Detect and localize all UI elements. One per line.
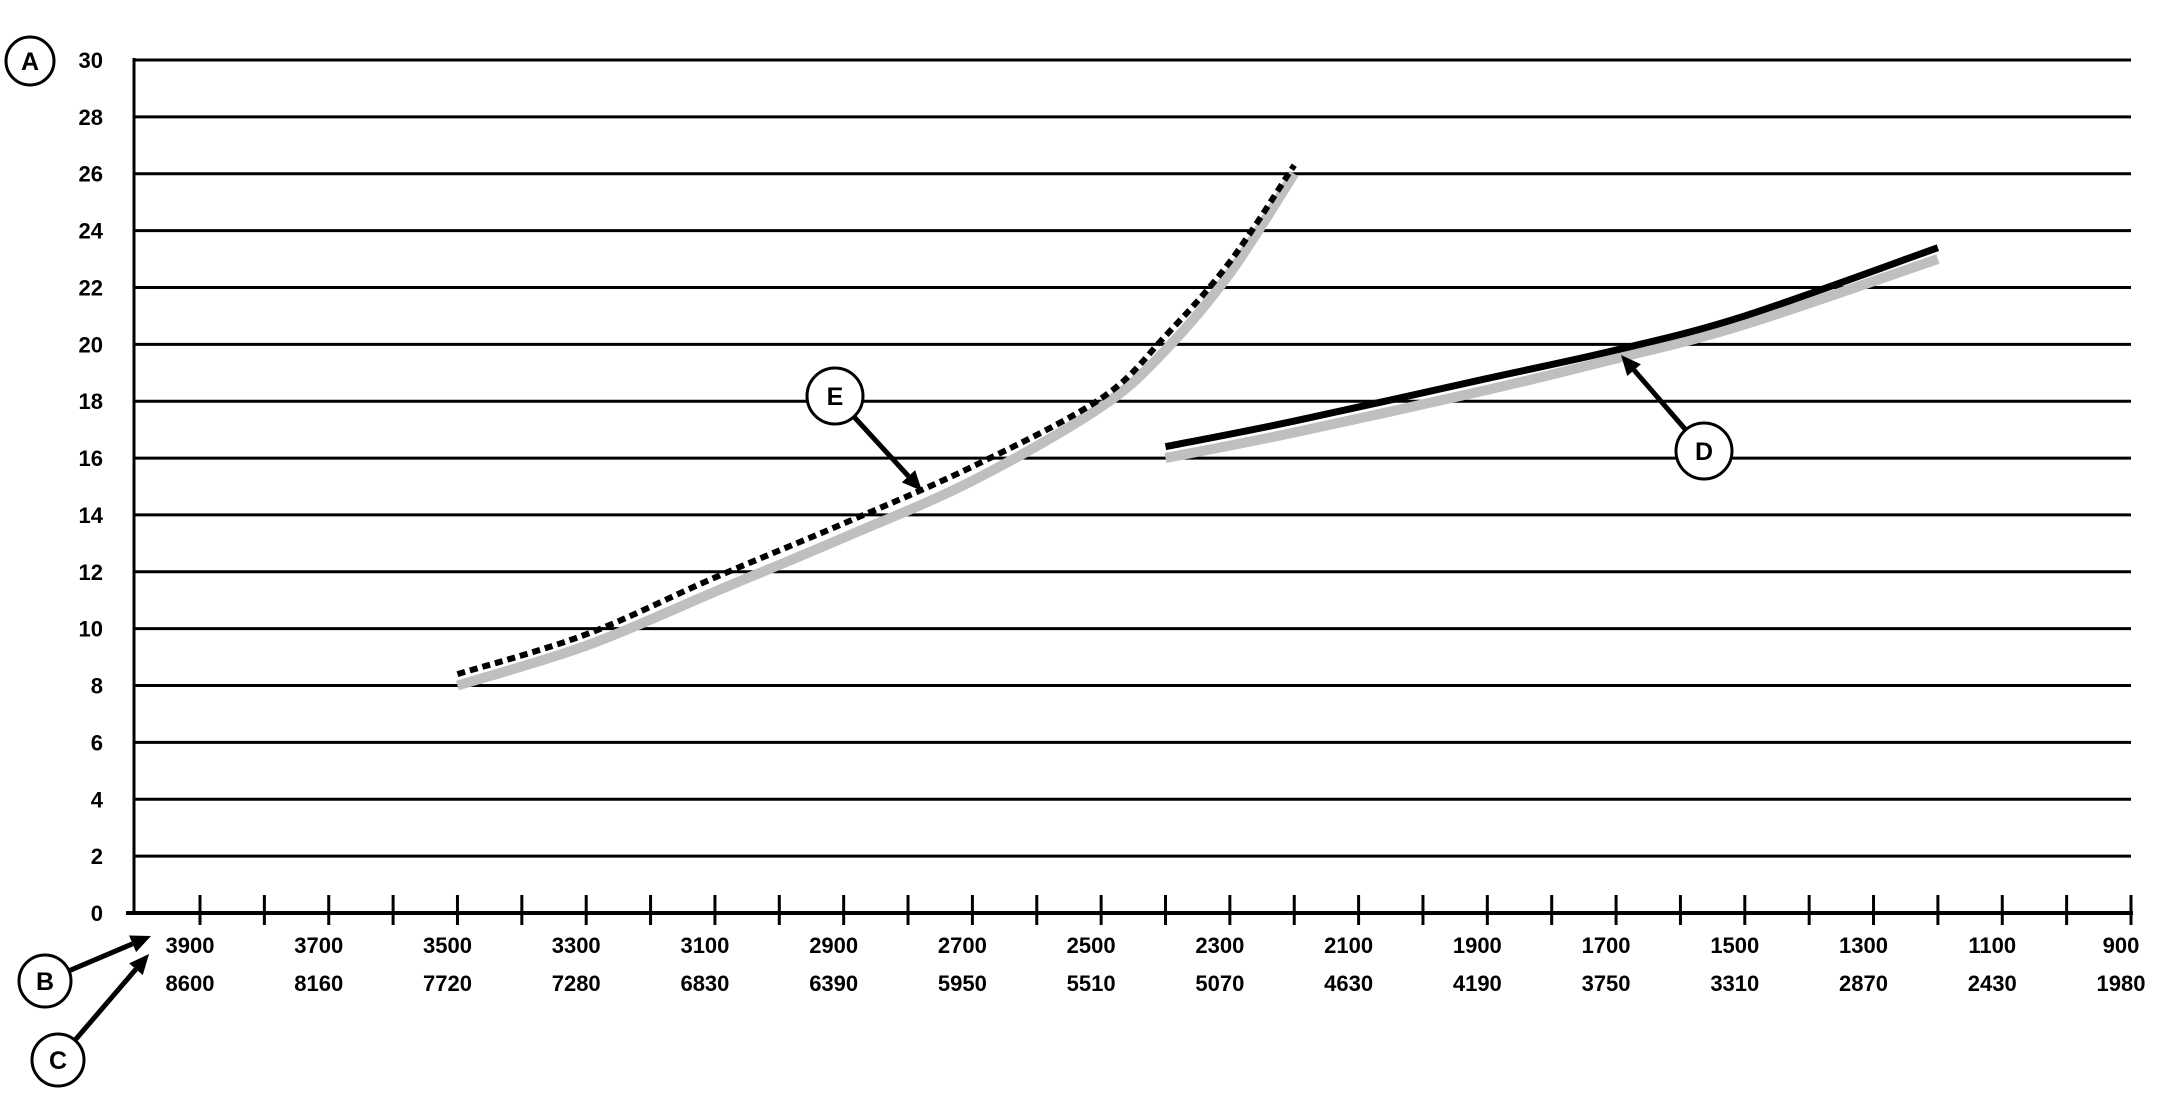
y-tick-label: 18 (79, 389, 103, 414)
x-tick-label-secondary: 5950 (938, 971, 987, 996)
x-tick-label-primary: 3900 (166, 933, 215, 958)
y-tick-label: 16 (79, 446, 103, 471)
axes (126, 58, 2133, 925)
y-tick-label: 8 (91, 674, 103, 699)
x-tick-label-primary: 3700 (294, 933, 343, 958)
x-tick-label-secondary: 4630 (1324, 971, 1373, 996)
y-tick-label: 26 (79, 162, 103, 187)
y-tick-label: 0 (91, 901, 103, 926)
x-tick-label-secondary: 6830 (680, 971, 729, 996)
x-tick-label-secondary: 4190 (1453, 971, 1502, 996)
x-tick-label-secondary: 6390 (809, 971, 858, 996)
x-tick-label-primary: 900 (2103, 933, 2140, 958)
y-tick-label: 10 (79, 617, 103, 642)
x-tick-label-primary: 2500 (1067, 933, 1116, 958)
x-tick-label-secondary: 3750 (1582, 971, 1631, 996)
x-tick-label-primary: 2300 (1195, 933, 1244, 958)
x-tick-label-primary: 2900 (809, 933, 858, 958)
x-tick-label-secondary: 2430 (1968, 971, 2017, 996)
x-tick-label-secondary: 8160 (294, 971, 343, 996)
y-tick-label: 2 (91, 844, 103, 869)
x-tick-label-primary: 3100 (680, 933, 729, 958)
x-tick-label-secondary: 7280 (552, 971, 601, 996)
callout-arrowhead (129, 954, 149, 976)
x-tick-label-primary: 1100 (1968, 933, 2016, 958)
x-tick-label-primary: 1500 (1710, 933, 1759, 958)
x-tick-label-primary: 1300 (1839, 933, 1888, 958)
y-tick-label: 22 (79, 275, 103, 300)
callout-label: D (1695, 438, 1713, 466)
callout-circle-a (4, 35, 56, 87)
x-tick-label-primary: 2700 (938, 933, 987, 958)
y-tick-label: 24 (79, 219, 104, 244)
y-tick-label: 30 (79, 48, 103, 73)
callout-arrow (852, 414, 911, 478)
y-tick-label: 4 (91, 787, 104, 812)
x-tick-label-primary: 3300 (552, 933, 601, 958)
callout-arrowhead (901, 470, 922, 491)
x-tick-label-secondary: 5070 (1195, 971, 1244, 996)
x-tick-label-primary: 3500 (423, 933, 472, 958)
callout-label: B (36, 968, 54, 996)
y-tick-label: 20 (79, 332, 103, 357)
series-lines (455, 163, 1940, 691)
x-tick-label-secondary: 5510 (1067, 971, 1116, 996)
callout-label: C (49, 1047, 67, 1075)
y-tick-label: 28 (79, 105, 103, 130)
x-tick-label-secondary: 1980 (2097, 971, 2146, 996)
callout-circle-e (805, 366, 865, 426)
callout-arrow (73, 967, 138, 1042)
callout-arrowhead (1621, 355, 1641, 377)
x-tick-label-secondary: 2870 (1839, 971, 1888, 996)
gridlines (134, 58, 2131, 858)
callouts: A B C D E (4, 35, 1734, 1088)
callout-circle-c (30, 1032, 86, 1088)
x-tick-label-secondary: 7720 (423, 971, 472, 996)
x-tick-label-primary: 1700 (1582, 933, 1631, 958)
callout-circle-d (1674, 421, 1734, 481)
x-tick-label-secondary: 8600 (166, 971, 215, 996)
series-line-solid (1164, 244, 1940, 451)
callout-label: E (827, 383, 844, 411)
callout-label: A (21, 48, 39, 76)
y-tick-label: 14 (79, 503, 104, 528)
callout-arrow (1632, 368, 1688, 432)
callout-arrow (67, 941, 134, 974)
series-line-dashed (456, 163, 1297, 678)
series-line-gray (455, 171, 1299, 691)
y-tick-label: 12 (79, 560, 103, 585)
x-tick-label-secondary: 3310 (1710, 971, 1759, 996)
x-tick-labels: 3900 8600 3700 8160 3500 7720 3300 7280 3100 6830… (166, 933, 2146, 996)
series-line-gray (1164, 254, 1940, 463)
callout-circle-b (17, 953, 73, 1009)
x-tick-label-primary: 1900 (1453, 933, 1502, 958)
callout-arrowhead (129, 935, 151, 953)
y-tick-label: 6 (91, 730, 103, 755)
x-tick-label-primary: 2100 (1324, 933, 1373, 958)
